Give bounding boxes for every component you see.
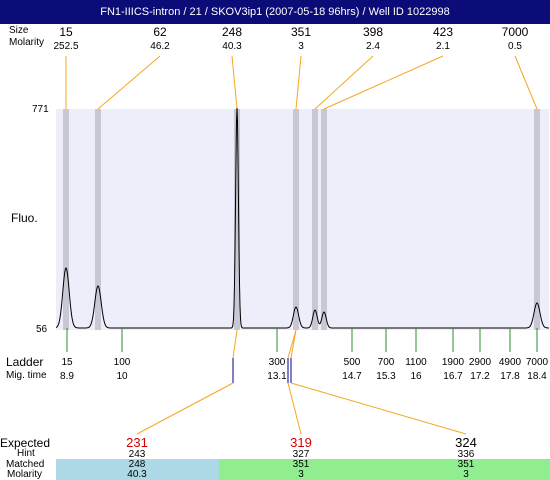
peak-size-label: 423: [432, 25, 454, 39]
peak-marker-6: [534, 109, 540, 330]
mig-time-label: Mig. time: [6, 370, 47, 381]
y-tick-min: 56: [36, 324, 48, 335]
matched-molarity-value: 3: [463, 469, 469, 480]
expected-value: 324: [455, 435, 477, 450]
peak-molarity-label: 252.5: [53, 41, 79, 52]
ladder-migtime-label: 17.2: [470, 371, 490, 382]
peak-markers: [63, 109, 540, 330]
molarity-label: Molarity: [7, 469, 43, 480]
ladder-migtime-label: 16.7: [443, 371, 463, 382]
ladder-size-label: 7000: [525, 357, 549, 368]
peak-callout-line-5: [323, 55, 444, 110]
peak-size-label: 15: [59, 25, 73, 39]
hint-value: 336: [457, 449, 475, 460]
peak-size-label: 248: [221, 25, 243, 39]
y-axis-label: Fluo.: [11, 211, 38, 225]
peak-marker-1: [95, 109, 101, 330]
matched-label: Matched: [6, 459, 45, 470]
matched-molarity-value: 40.3: [127, 469, 147, 480]
peak-molarity-label: 2.4: [366, 41, 380, 52]
matched-value: 248: [128, 459, 146, 470]
matched-band-blue: [56, 459, 219, 480]
peak-callouts: [65, 55, 538, 110]
peak-molarity-label: 2.1: [436, 41, 450, 52]
expected-callouts: [136, 329, 467, 435]
y-tick-max: 771: [32, 104, 49, 115]
peak-marker-5: [321, 109, 327, 330]
ladder-size-label: 1900: [441, 357, 465, 368]
peak-marker-0: [63, 109, 69, 330]
matched-value: 351: [292, 459, 310, 470]
fluorescence-trace: [55, 107, 549, 329]
peak-size-label: 7000: [501, 25, 529, 39]
peak-molarity-label: 46.2: [150, 41, 170, 52]
ladder-size-label: 1100: [405, 357, 427, 368]
hint-value: 243: [128, 449, 146, 460]
ladder-migtime-label: 18.4: [527, 371, 547, 382]
expected-callout-line-0: [136, 382, 234, 435]
ladder-size-label: 500: [343, 357, 361, 368]
matched-band-green: [219, 459, 550, 480]
ladder-migtime-label: 17.8: [500, 371, 520, 382]
peak-to-ladder-line-2: [290, 329, 297, 359]
matched-molarity-value: 3: [298, 469, 304, 480]
window-title: FN1-IIICS-intron / 21 / SKOV3ip1 (2007-0…: [0, 0, 550, 24]
peak-molarity-label: 3: [298, 41, 304, 52]
peak-to-ladder-line-0: [232, 329, 238, 359]
peaks-molarity-label: Molarity: [9, 37, 45, 48]
plot-area: [56, 109, 549, 330]
ladder-label: Ladder: [6, 355, 44, 369]
ladder-migtime-label: 14.7: [342, 371, 362, 382]
ladder-migtime-label: 15.3: [376, 371, 396, 382]
peaks-size-label: Size: [9, 25, 29, 36]
peak-marker-3: [293, 109, 299, 330]
ladder-size-label: 2900: [468, 357, 492, 368]
ladder-migtime-label: 16: [410, 371, 422, 382]
peak-callout-line-4: [314, 55, 374, 110]
peak-callout-line-6: [514, 55, 538, 110]
expected-value: 231: [126, 435, 148, 450]
peak-size-label: 398: [362, 25, 384, 39]
expected-label: Expected: [0, 436, 51, 450]
expected-value: 319: [290, 435, 312, 450]
peak-marker-2: [234, 109, 240, 330]
ladder-migtime-label: 13.1: [267, 371, 287, 382]
peak-molarity-label: 0.5: [508, 41, 522, 52]
ladder-size-label: 300: [268, 357, 286, 368]
expected-callout-line-2: [290, 382, 467, 435]
peak-size-label: 351: [290, 25, 312, 39]
hint-label: Hint: [17, 448, 35, 459]
expected-callout-line-1: [287, 382, 302, 435]
peak-marker-4: [312, 109, 318, 330]
peak-callout-line-1: [97, 55, 161, 110]
ladder-ticks: [66, 328, 538, 352]
peak-molarity-label: 40.3: [222, 41, 242, 52]
ladder-size-label: 700: [377, 357, 395, 368]
ladder-migtime-label: 8.9: [60, 371, 74, 382]
ladder-migtime-label: 10: [116, 371, 128, 382]
peak-callout-line-3: [295, 55, 302, 110]
peak-callout-line-2: [231, 55, 238, 110]
ladder-size-label: 4900: [498, 357, 522, 368]
ladder-size-label: 15: [61, 357, 73, 368]
peak-size-label: 62: [153, 25, 167, 39]
hint-value: 327: [292, 449, 310, 460]
ladder-size-label: 100: [113, 357, 131, 368]
matched-value: 351: [457, 459, 475, 470]
